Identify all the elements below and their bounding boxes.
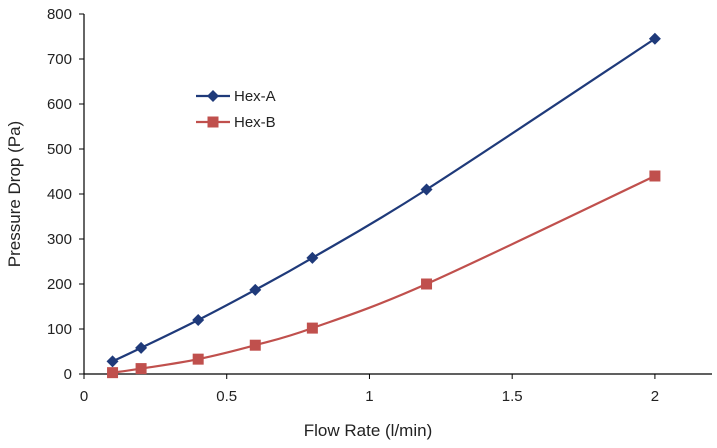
data-point [648,32,661,45]
data-point [649,170,661,182]
legend-label: Hex-B [234,114,276,131]
data-point [420,183,433,196]
x-tick-label: 0.5 [216,388,237,405]
data-point [249,283,262,296]
x-tick-label: 1.5 [502,388,523,405]
series-hex-a [106,32,661,368]
data-point [192,314,205,326]
data-point [306,251,319,264]
y-axis-title: Pressure Drop (Pa) [5,121,24,267]
series-hex-b [107,170,661,379]
legend-marker [207,116,219,128]
y-tick-label: 100 [47,321,72,338]
x-axis-ticks: 0 0.5 1 1.5 2 [80,374,659,405]
x-tick-label: 0 [80,388,88,405]
legend: Hex-A Hex-B [196,88,276,131]
x-tick-label: 1 [365,388,373,405]
data-point [106,355,119,368]
data-point [107,367,119,379]
y-tick-label: 700 [47,51,72,68]
y-tick-label: 200 [47,276,72,293]
y-tick-label: 0 [64,366,72,383]
x-tick-label: 2 [651,388,659,405]
data-point [135,341,148,354]
legend-item: Hex-A [196,88,276,105]
y-tick-label: 500 [47,141,72,158]
series-line [112,37,656,363]
data-point [135,363,147,375]
x-axis-title: Flow Rate (l/min) [304,421,432,440]
y-tick-label: 800 [47,6,72,23]
y-tick-label: 300 [47,231,72,248]
data-point [421,278,433,290]
legend-item: Hex-B [196,114,276,131]
y-axis-ticks: 0 100 200 300 400 500 600 700 800 [47,6,84,383]
legend-label: Hex-A [234,88,276,105]
series-line [112,175,656,374]
data-point [306,322,318,334]
series-layer [106,32,661,379]
legend-marker [207,90,219,102]
y-tick-label: 600 [47,96,72,113]
data-point [249,339,261,351]
data-point [192,353,204,365]
y-tick-label: 400 [47,186,72,203]
